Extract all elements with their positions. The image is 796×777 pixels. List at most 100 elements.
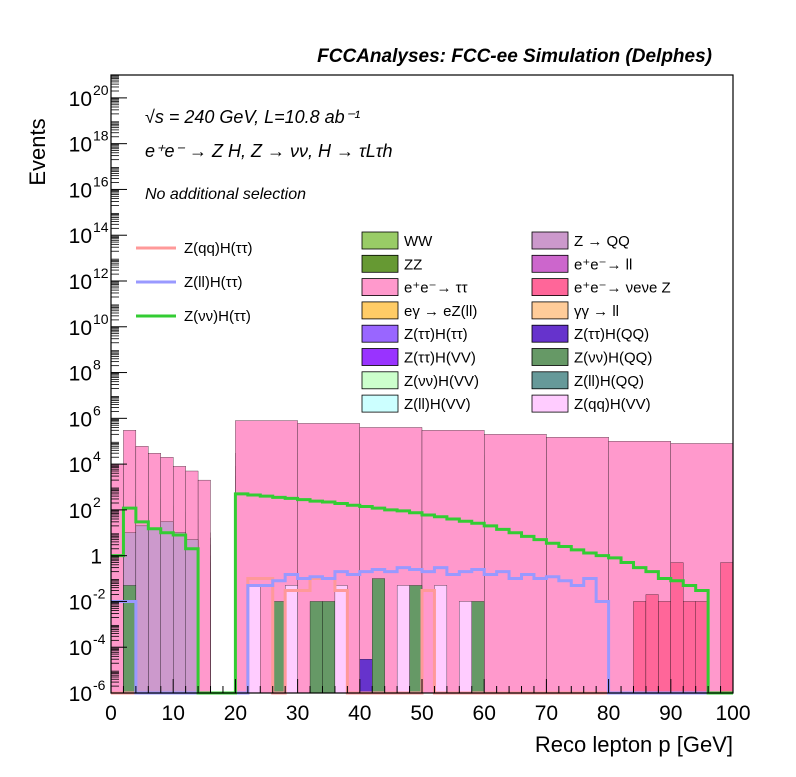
bar [372,578,385,694]
x-tick-label: 90 [659,702,682,725]
y-tick-label: 1 [90,546,102,569]
band-bar [484,434,547,694]
bar [148,528,161,694]
legend-right-swatch [531,348,569,366]
bar-series-3 [123,578,485,694]
bar [185,539,199,694]
bar-series-1 [633,562,734,694]
y-tick-exponent: 10 [93,311,109,327]
bar [409,585,423,694]
energy-annotation: √s = 240 GeV, L=10.8 ab⁻¹ [145,107,360,127]
y-tick-label: 10 [69,179,92,202]
y-tick-label: 10 [69,408,92,431]
legend-right-swatch [531,324,569,343]
legend-mid-swatch [361,324,399,343]
x-tick-label: 70 [535,702,558,725]
bar [695,601,709,694]
legend-mid-swatch [361,278,399,297]
sparse-bars [123,521,734,694]
y-tick-label: 10 [69,271,92,294]
legend-left-label: Z(ll)H(ττ) [184,274,243,291]
y-tick-label: 10 [69,225,92,248]
legend-right-swatch [531,371,569,390]
x-axis-label: Reco lepton p [GeV] [535,732,733,757]
legend-right-label: γγ → ll [574,303,619,320]
y-tick-label: 10 [69,363,92,386]
legend-right-swatch [531,301,569,320]
y-tick-label: 10 [69,683,92,706]
y-axis-label: Events [25,118,50,185]
x-tick-label: 50 [410,702,433,725]
legend-right-swatch [531,231,569,250]
chart-title: FCCAnalyses: FCC-ee Simulation (Delphes) [317,46,712,67]
legend-mid-label: Z(ττ)H(ττ) [404,326,468,343]
legend-mid-swatch [361,348,399,366]
bar [396,585,410,694]
bar [173,532,186,694]
legend-mid-swatch [361,301,399,320]
legend-mid-label: ZZ [404,256,422,273]
legend-mid-swatch [361,394,399,413]
x-axis: 0 10 20 30 40 50 60 70 80 90 100 [105,679,751,725]
band-bar [546,437,609,694]
x-tick-label: 10 [162,702,185,725]
bar [633,601,647,694]
legend-right-label: Z(qq)H(VV) [574,396,651,413]
y-tick-exponent: -4 [93,631,106,647]
y-tick-label: 10 [69,88,92,111]
x-tick-label: 20 [224,702,247,725]
plot-area [110,420,734,695]
x-tick-label: 40 [348,702,371,725]
legend-right-label: e⁺e⁻→ νeνe Z [574,280,671,297]
y-tick-exponent: 14 [93,219,109,235]
bar-series-2 [359,659,373,694]
selection-annotation: No additional selection [145,186,306,203]
y-tick-exponent: 16 [93,173,109,189]
legend-right-label: Z(ττ)H(QQ) [574,326,649,343]
bar [285,585,298,694]
y-tick-label: 10 [69,134,92,157]
y-tick-label: 10 [69,500,92,523]
y-tick-exponent: -2 [93,585,106,601]
legend-mid-label: Z(ττ)H(VV) [404,350,476,367]
y-tick-exponent: 20 [93,82,109,98]
y-tick-exponent: 2 [93,494,101,510]
signal-line-1 [111,566,733,695]
y-tick-exponent: 4 [93,448,101,464]
legend-mid-label: eγ → eZ(ll) [404,303,477,320]
process-annotation: e⁺e⁻ → Z H, Z → νν, H → τLτh [145,141,393,161]
bar [272,601,286,694]
legend-right-label: e⁺e⁻→ ll [574,256,632,273]
x-tick-label: 80 [597,702,620,725]
bar [334,585,348,694]
legend-right-swatch [531,254,569,273]
legend-right-swatch [531,394,569,413]
bar [471,601,485,694]
y-tick-label: 10 [69,317,92,340]
x-tick-label: 0 [105,702,117,725]
y-tick-label: 10 [69,637,92,660]
x-tick-label: 30 [286,702,309,725]
y-tick-label: 10 [69,591,92,614]
y-tick-exponent: 12 [93,265,109,281]
bar [459,601,472,694]
legend-right-label: Z → QQ [574,233,630,250]
legend-mid-swatch [361,231,399,250]
bar [359,659,373,694]
legend-mid-label: e⁺e⁻→ ττ [404,280,468,297]
bar [247,585,261,694]
legend-left-label: Z(qq)H(ττ) [184,240,253,257]
legend-right-swatch [531,278,569,297]
bar [658,601,671,694]
bar [645,594,659,694]
y-tick-exponent: -6 [93,677,106,693]
legend-mid-label: Z(νν)H(VV) [404,373,479,390]
legend-mid-swatch [361,254,399,273]
legend-left-label: Z(νν)H(ττ) [184,308,251,325]
bar [135,525,149,694]
bar-series-4 [247,585,472,694]
bar [309,601,323,694]
legend: Z(qq)H(ττ) Z(ll)H(ττ) Z(νν)H(ττ) WW ZZ e⁺e⁻→ … [136,231,671,413]
